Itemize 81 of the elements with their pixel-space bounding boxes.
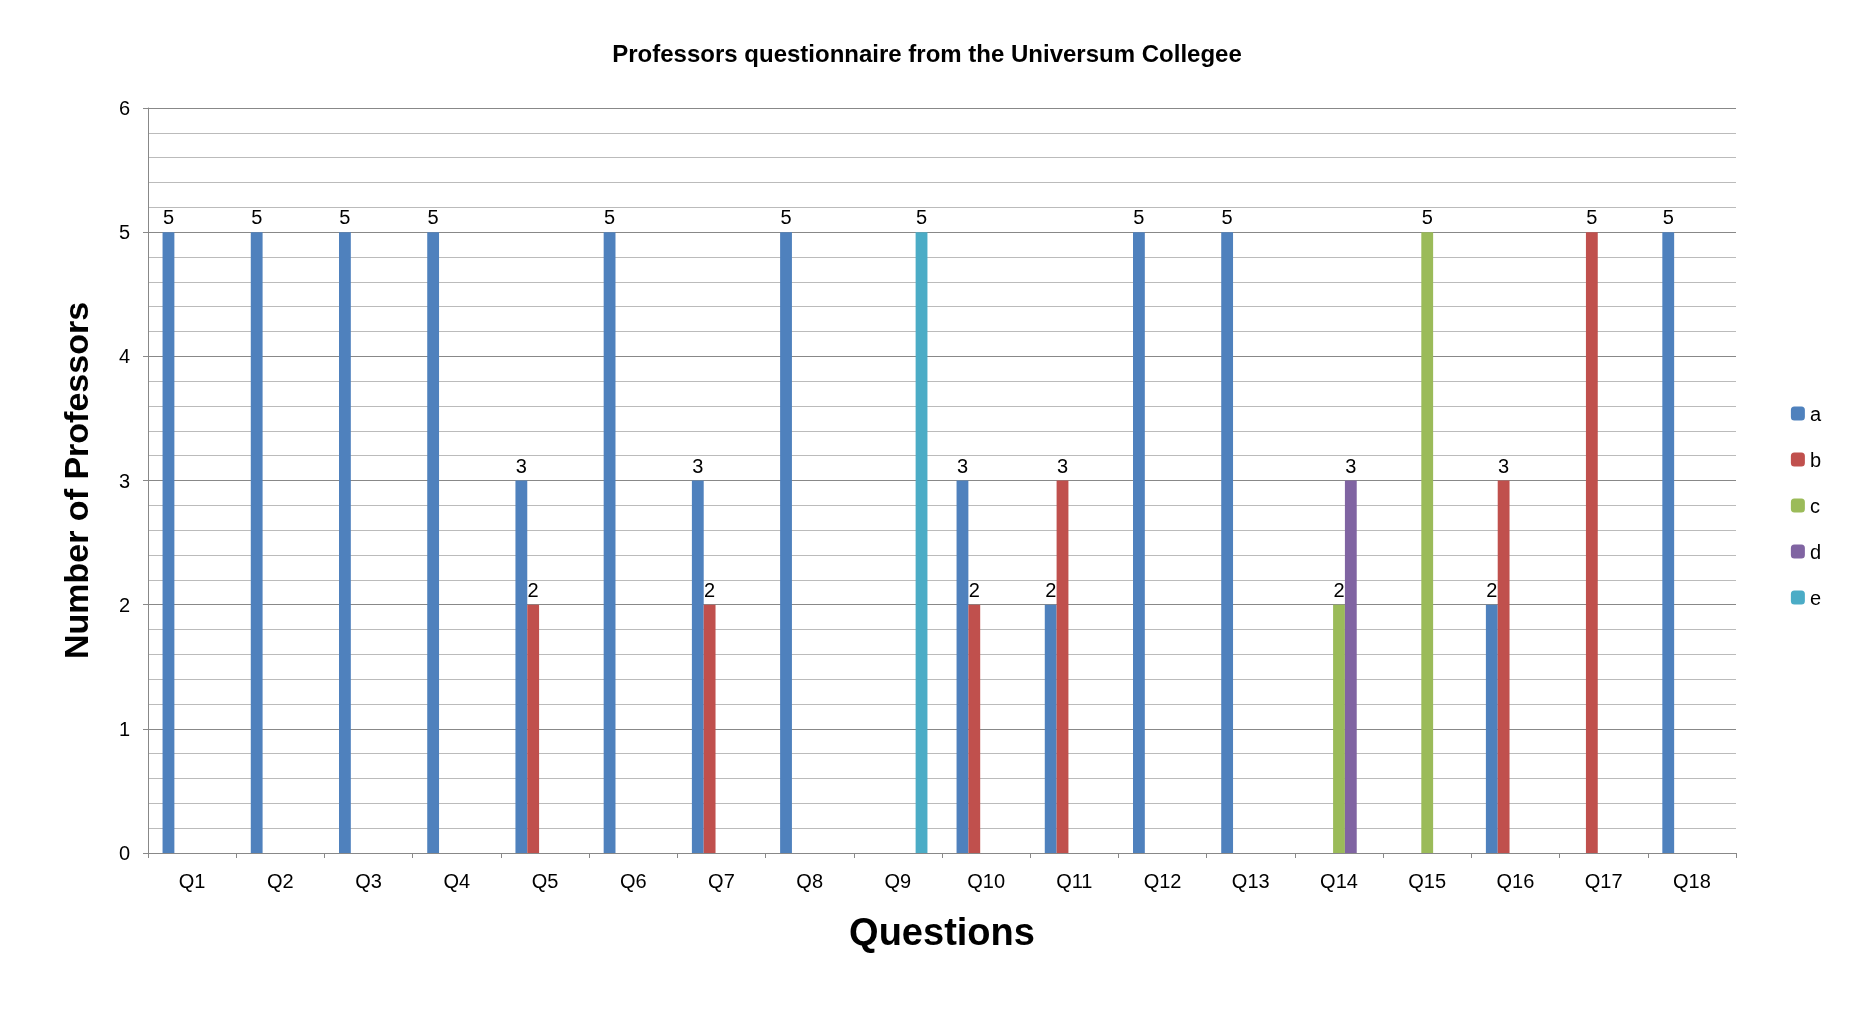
x-tick-label: Q1	[178, 870, 206, 892]
data-label: 2	[968, 578, 980, 601]
y-tick-label: 2	[118, 593, 130, 616]
data-label: 2	[1045, 578, 1057, 601]
bar	[956, 480, 969, 853]
x-tick-label: Q3	[355, 870, 382, 892]
data-label: 2	[704, 578, 716, 601]
bar	[780, 232, 792, 853]
data-label: 2	[1333, 578, 1345, 601]
data-label: 3	[515, 454, 527, 477]
bar	[339, 232, 351, 853]
x-tick-label: Q10	[967, 870, 1006, 892]
bar	[250, 232, 263, 853]
data-label: 5	[1586, 206, 1598, 229]
bar	[691, 480, 704, 853]
x-tick-label: Q7	[708, 870, 735, 892]
x-tick-label: Q16	[1496, 870, 1535, 892]
bar	[1344, 480, 1357, 853]
bar	[1133, 232, 1145, 853]
x-tick-label: Q14	[1320, 870, 1358, 892]
data-label: 3	[956, 454, 969, 477]
bar	[1585, 232, 1598, 853]
x-tick-label: Q15	[1408, 870, 1447, 892]
legend-label: e	[1809, 586, 1821, 609]
data-label: 5	[604, 206, 616, 229]
bar	[515, 480, 528, 853]
chart-title: Professors questionnaire from the Universum Collegee	[612, 39, 1242, 67]
x-tick-label: Q18	[1672, 870, 1711, 892]
bar	[1497, 480, 1510, 853]
bar	[527, 604, 540, 853]
data-label: 5	[162, 206, 175, 229]
bar	[915, 232, 928, 853]
data-label: 5	[1421, 206, 1433, 229]
data-label: 2	[1486, 578, 1498, 601]
data-label: 2	[527, 578, 539, 601]
x-tick-label: Q12	[1143, 870, 1182, 892]
y-axis-title: Number of Professors	[57, 301, 95, 660]
legend-label: b	[1809, 448, 1821, 471]
bar	[603, 232, 616, 853]
x-tick-label: Q17	[1584, 870, 1623, 892]
data-label: 3	[692, 454, 704, 477]
bar	[1662, 232, 1675, 853]
y-tick-label: 5	[118, 221, 130, 244]
x-tick-label: Q8	[796, 870, 824, 892]
legend-label: d	[1809, 540, 1821, 563]
bar	[162, 232, 175, 853]
bar	[427, 232, 440, 853]
data-label: 5	[780, 206, 792, 229]
bar	[1421, 232, 1434, 853]
data-label: 5	[251, 206, 263, 229]
x-tick-label: Q11	[1056, 870, 1093, 892]
y-tick-label: 0	[118, 842, 130, 864]
data-label: 5	[339, 206, 351, 229]
data-label: 3	[1498, 454, 1510, 477]
bar	[1221, 232, 1234, 853]
x-tick-label: Q2	[266, 870, 294, 892]
legend-label: c	[1809, 494, 1820, 517]
data-label: 5	[427, 206, 439, 229]
data-label: 5	[915, 206, 928, 229]
bar	[1056, 480, 1069, 853]
legend-label: a	[1809, 402, 1822, 425]
bar	[1485, 604, 1498, 853]
bar	[1044, 604, 1057, 853]
y-tick-label: 4	[118, 345, 130, 368]
data-label: 5	[1662, 206, 1674, 229]
data-label: 3	[1345, 454, 1357, 477]
x-tick-label: Q6	[619, 870, 647, 892]
x-tick-label: Q5	[531, 870, 559, 892]
y-tick-label: 3	[118, 469, 130, 492]
bar	[1333, 604, 1345, 853]
data-label: 3	[1056, 454, 1069, 477]
y-tick-label: 6	[118, 97, 130, 119]
bar	[968, 604, 981, 853]
x-tick-label: Q9	[884, 870, 912, 892]
data-label: 5	[1133, 206, 1145, 229]
bar	[703, 604, 716, 853]
x-tick-label: Q4	[443, 870, 471, 892]
x-axis-title: Questions	[849, 911, 1035, 953]
data-label: 5	[1221, 206, 1233, 229]
x-tick-label: Q13	[1231, 870, 1270, 892]
y-tick-label: 1	[118, 717, 130, 740]
